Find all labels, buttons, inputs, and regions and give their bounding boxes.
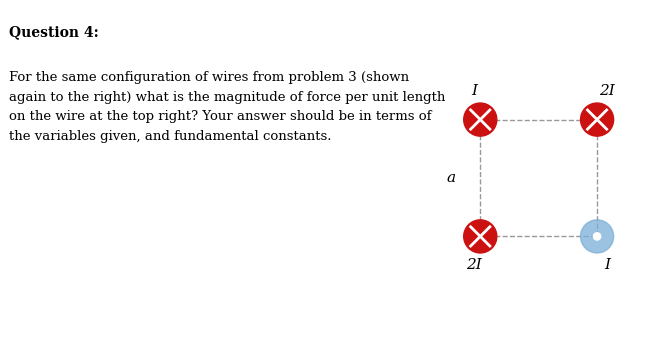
Text: I: I [604,258,610,272]
Text: I: I [471,84,478,98]
Text: a: a [447,171,456,185]
Text: 2I: 2I [467,258,482,272]
Circle shape [581,220,614,253]
Circle shape [463,220,497,253]
Circle shape [593,233,601,240]
Text: 2I: 2I [599,84,615,98]
Text: For the same configuration of wires from problem 3 (shown
again to the right) wh: For the same configuration of wires from… [9,71,445,143]
Circle shape [463,103,497,136]
Circle shape [581,103,614,136]
Text: Question 4:: Question 4: [9,25,99,39]
